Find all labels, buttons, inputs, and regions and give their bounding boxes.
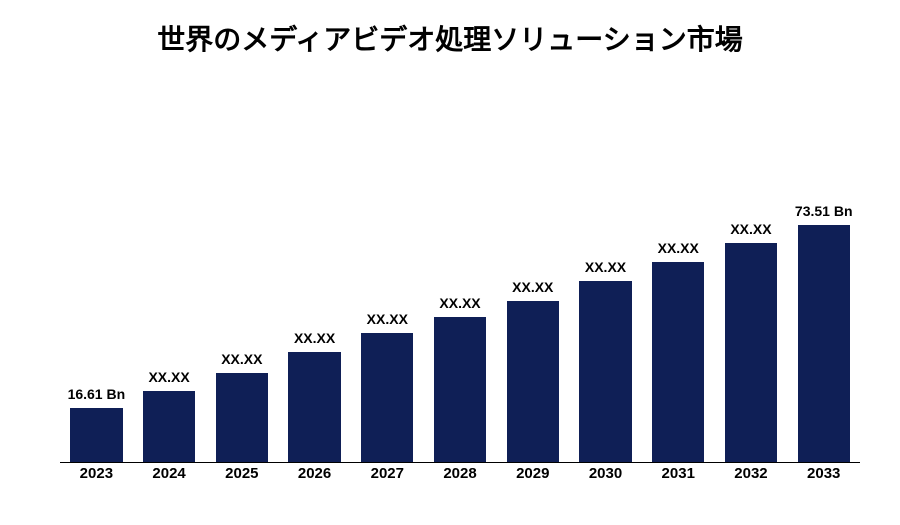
- bar-value-label: XX.XX: [730, 221, 771, 237]
- x-tick-label: 2027: [351, 465, 424, 485]
- x-tick-label: 2024: [133, 465, 206, 485]
- x-tick-label: 2028: [424, 465, 497, 485]
- chart-area: 16.61 Bn XX.XX XX.XX XX.XX XX.XX XX.XX XX.XX XX…: [60, 205, 860, 485]
- bar: [434, 317, 486, 462]
- bar: [579, 281, 631, 462]
- x-tick-label: 2033: [787, 465, 860, 485]
- bar: [143, 391, 195, 462]
- bar-wrap: XX.XX: [569, 205, 642, 462]
- bar-wrap: XX.XX: [351, 205, 424, 462]
- x-tick-label: 2030: [569, 465, 642, 485]
- x-tick-label: 2025: [205, 465, 278, 485]
- bar-wrap: XX.XX: [205, 205, 278, 462]
- bar: [361, 333, 413, 462]
- bar: [70, 408, 122, 462]
- bar: [216, 373, 268, 462]
- bar-value-label: 16.61 Bn: [68, 386, 126, 402]
- x-tick-label: 2029: [496, 465, 569, 485]
- x-tick-label: 2031: [642, 465, 715, 485]
- bar-wrap: XX.XX: [133, 205, 206, 462]
- bar-value-label: XX.XX: [294, 330, 335, 346]
- bar-value-label: XX.XX: [585, 259, 626, 275]
- bar-wrap: XX.XX: [278, 205, 351, 462]
- bar-value-label: XX.XX: [148, 369, 189, 385]
- bars-group: 16.61 Bn XX.XX XX.XX XX.XX XX.XX XX.XX XX.XX XX…: [60, 205, 860, 463]
- bar-wrap: XX.XX: [715, 205, 788, 462]
- chart-container: 世界のメディアビデオ処理ソリューション市場 16.61 Bn XX.XX XX.XX…: [0, 0, 900, 525]
- bar-value-label: XX.XX: [367, 311, 408, 327]
- bar-wrap: XX.XX: [496, 205, 569, 462]
- bar: [725, 243, 777, 462]
- bar-wrap: XX.XX: [424, 205, 497, 462]
- x-tick-label: 2032: [715, 465, 788, 485]
- bar-value-label: XX.XX: [658, 240, 699, 256]
- bar-wrap: 73.51 Bn: [787, 205, 860, 462]
- bar: [798, 225, 850, 462]
- bar-value-label: XX.XX: [512, 279, 553, 295]
- bar-wrap: 16.61 Bn: [60, 205, 133, 462]
- chart-title: 世界のメディアビデオ処理ソリューション市場: [40, 20, 860, 59]
- x-axis: 2023202420252026202720282029203020312032…: [60, 465, 860, 485]
- bar-value-label: XX.XX: [439, 295, 480, 311]
- bar-wrap: XX.XX: [642, 205, 715, 462]
- x-tick-label: 2023: [60, 465, 133, 485]
- bar-value-label: XX.XX: [221, 351, 262, 367]
- x-tick-label: 2026: [278, 465, 351, 485]
- bar: [288, 352, 340, 462]
- bar: [507, 301, 559, 462]
- bar-value-label: 73.51 Bn: [795, 203, 853, 219]
- bar: [652, 262, 704, 462]
